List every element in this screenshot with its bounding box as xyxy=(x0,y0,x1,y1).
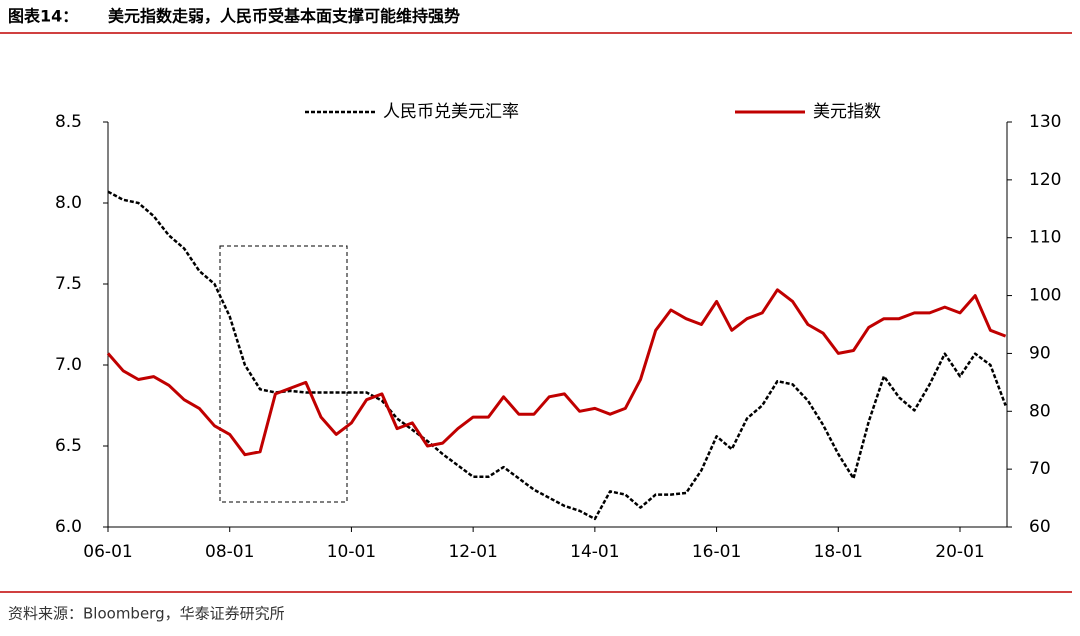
legend-label: 美元指数 xyxy=(813,102,881,122)
x-tick-label: 10-01 xyxy=(327,542,376,562)
y-tick-label: 7.0 xyxy=(55,355,82,375)
x-tick-label: 20-01 xyxy=(935,542,984,562)
y2-tick-label: 110 xyxy=(1029,228,1061,248)
y2-tick-label: 120 xyxy=(1029,170,1061,190)
y2-tick-label: 60 xyxy=(1029,517,1051,537)
series-line xyxy=(107,190,1007,521)
x-tick-label: 06-01 xyxy=(83,542,132,562)
series-line xyxy=(106,288,1007,457)
x-tick-label: 16-01 xyxy=(692,542,741,562)
y-tick-label: 6.5 xyxy=(55,436,82,456)
y2-tick-label: 130 xyxy=(1029,112,1061,132)
source: 资料来源：Bloomberg，华泰证券研究所 xyxy=(8,605,285,623)
y-tick-label: 7.5 xyxy=(55,274,82,294)
x-tick-label: 18-01 xyxy=(814,542,863,562)
y2-tick-label: 100 xyxy=(1029,286,1061,306)
y2-tick-label: 90 xyxy=(1029,343,1051,363)
y-tick-label: 8.0 xyxy=(55,193,82,213)
y2-tick-label: 80 xyxy=(1029,401,1051,421)
highlight-box xyxy=(219,245,348,503)
y2-tick-label: 70 xyxy=(1029,459,1051,479)
x-tick-label: 14-01 xyxy=(570,542,619,562)
y-tick-label: 8.5 xyxy=(55,112,82,132)
x-tick-label: 12-01 xyxy=(448,542,497,562)
x-tick-label: 08-01 xyxy=(205,542,254,562)
header-label: 图表14： xyxy=(8,7,78,26)
y-tick-label: 6.0 xyxy=(55,517,82,537)
legend-label: 人民币兑美元汇率 xyxy=(383,102,519,122)
chart-title: 美元指数走弱，人民币受基本面支撑可能维持强势 xyxy=(108,7,460,26)
